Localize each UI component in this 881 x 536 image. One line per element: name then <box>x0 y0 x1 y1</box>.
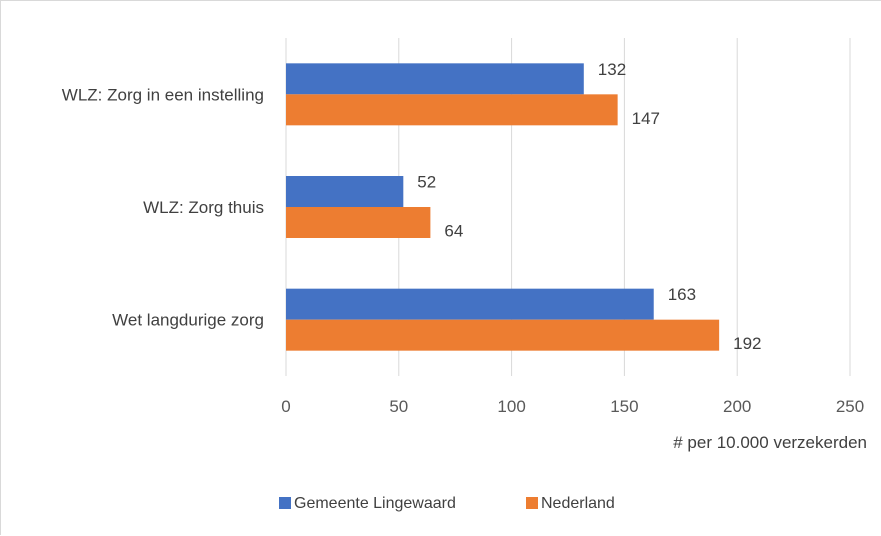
x-axis-title: # per 10.000 verzekerden <box>673 433 867 452</box>
bar-gemeente <box>286 176 404 207</box>
data-label: 163 <box>668 285 696 304</box>
x-tick-label: 200 <box>723 397 751 416</box>
x-tick-label: 250 <box>836 397 864 416</box>
data-label: 147 <box>632 109 660 128</box>
legend-swatch <box>279 497 291 509</box>
x-tick-label: 0 <box>281 397 290 416</box>
category-label: WLZ: Zorg thuis <box>143 198 264 217</box>
data-label: 192 <box>733 334 761 353</box>
category-label: Wet langdurige zorg <box>112 311 264 330</box>
data-label: 132 <box>598 60 626 79</box>
bar-nederland <box>286 94 618 126</box>
legend-label: Gemeente Lingewaard <box>294 495 456 512</box>
legend-swatch <box>526 497 538 509</box>
data-label: 64 <box>444 222 463 241</box>
bar-gemeente <box>286 63 584 95</box>
category-label: WLZ: Zorg in een instelling <box>62 85 264 104</box>
bar-nederland <box>286 319 720 351</box>
x-tick-label: 150 <box>610 397 638 416</box>
legend-label: Nederland <box>541 495 615 512</box>
x-tick-label: 100 <box>497 397 525 416</box>
bar-nederland <box>286 207 431 238</box>
data-label: 52 <box>417 173 436 192</box>
bar-gemeente <box>286 288 654 320</box>
x-tick-label: 50 <box>389 397 408 416</box>
labels: 0 50 100 150 200 250 WLZ: Zorg in een instelli… <box>62 60 864 416</box>
legend: Gemeente Lingewaard Nederland <box>279 495 615 512</box>
bars <box>286 63 720 351</box>
